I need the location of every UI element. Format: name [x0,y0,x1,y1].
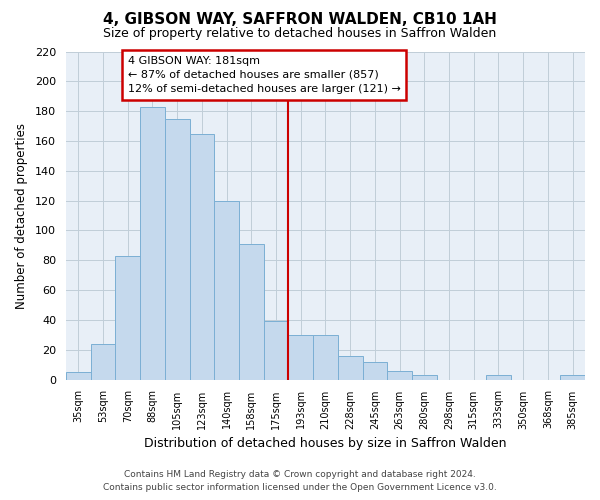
X-axis label: Distribution of detached houses by size in Saffron Walden: Distribution of detached houses by size … [144,437,507,450]
Text: Size of property relative to detached houses in Saffron Walden: Size of property relative to detached ho… [103,28,497,40]
Bar [387,370,412,380]
Bar [362,362,387,380]
Bar [91,344,115,380]
Bar [338,356,362,380]
Bar [115,256,140,380]
Text: Contains HM Land Registry data © Crown copyright and database right 2024.
Contai: Contains HM Land Registry data © Crown c… [103,470,497,492]
Text: 4 GIBSON WAY: 181sqm
← 87% of detached houses are smaller (857)
12% of semi-deta: 4 GIBSON WAY: 181sqm ← 87% of detached h… [128,56,401,94]
Bar [486,375,511,380]
Bar [263,322,289,380]
Bar [289,335,313,380]
Bar [140,106,165,380]
Y-axis label: Number of detached properties: Number of detached properties [15,122,28,308]
Bar [214,200,239,380]
Bar [313,335,338,380]
Bar [190,134,214,380]
Bar [165,118,190,380]
Bar [560,375,585,380]
Bar [66,372,91,380]
Bar [412,375,437,380]
Bar [239,244,263,380]
Text: 4, GIBSON WAY, SAFFRON WALDEN, CB10 1AH: 4, GIBSON WAY, SAFFRON WALDEN, CB10 1AH [103,12,497,28]
